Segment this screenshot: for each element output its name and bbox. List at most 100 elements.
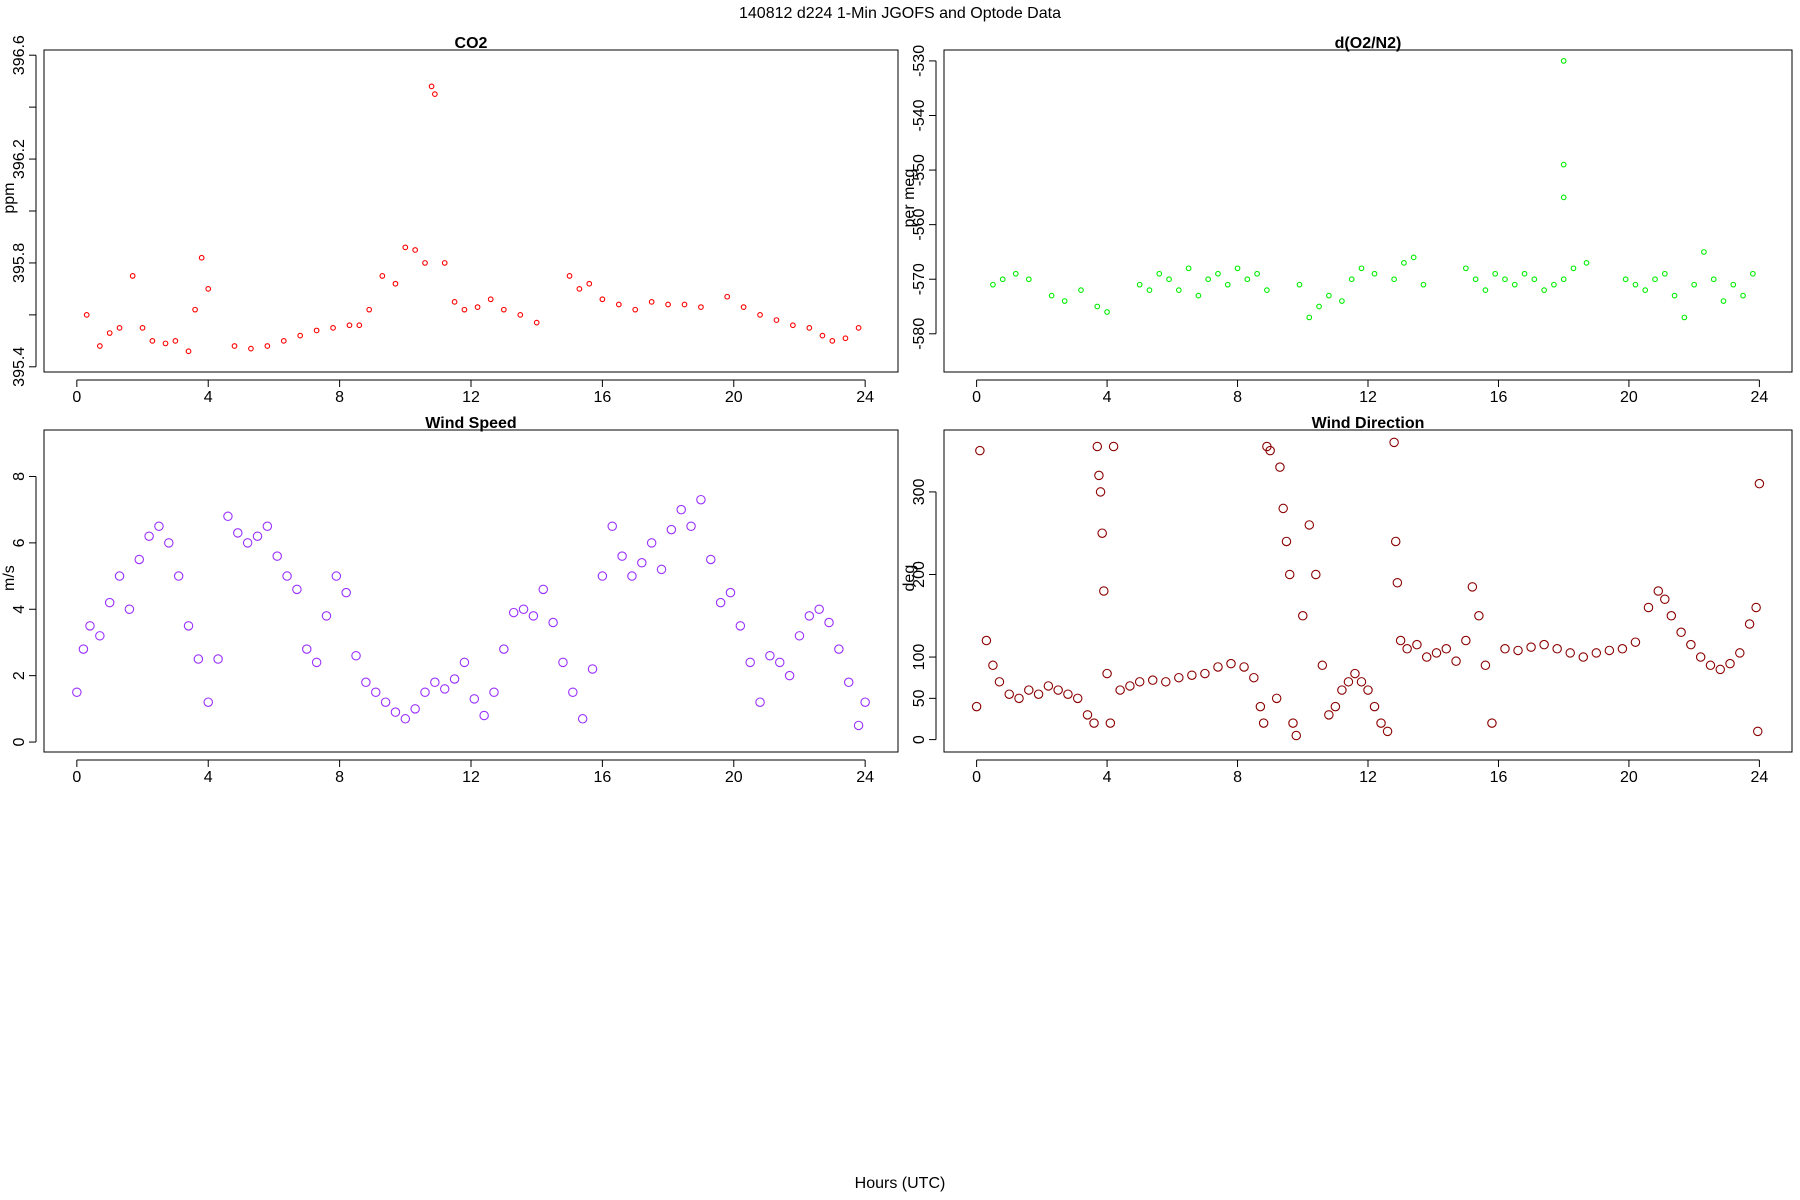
data-point — [1072, 693, 1083, 704]
data-point — [1701, 249, 1707, 255]
data-point — [1604, 645, 1615, 656]
data-point — [430, 677, 440, 688]
data-point — [745, 657, 755, 668]
data-point — [834, 644, 844, 654]
data-point — [1467, 582, 1478, 592]
data-point — [83, 312, 90, 318]
data-point — [1390, 536, 1401, 547]
x-tick-label: 16 — [1490, 769, 1508, 786]
x-tick-label: 16 — [593, 389, 611, 406]
y-tick-label: -530 — [911, 45, 928, 77]
data-point — [183, 621, 194, 631]
data-point — [794, 631, 805, 641]
figure-x-axis-label: Hours (UTC) — [855, 1175, 946, 1192]
data-point — [96, 343, 103, 349]
data-point — [302, 644, 312, 654]
data-point — [474, 304, 481, 310]
data-point — [1750, 270, 1756, 277]
data-points — [72, 494, 870, 731]
data-point — [432, 91, 438, 98]
data-point — [1048, 292, 1055, 299]
data-point — [1089, 718, 1099, 728]
data-point — [72, 687, 82, 697]
data-point — [173, 571, 184, 581]
data-point — [1754, 478, 1765, 489]
data-point — [1326, 292, 1332, 299]
data-point — [637, 558, 647, 568]
y-axis-label: m/s — [1, 565, 18, 591]
data-point — [1136, 281, 1143, 288]
data-point — [248, 345, 254, 352]
data-point — [819, 332, 826, 339]
data-point — [1578, 652, 1589, 662]
data-point — [1480, 660, 1491, 671]
data-point — [116, 324, 123, 331]
data-point — [272, 551, 282, 561]
y-tick-label: 50 — [911, 689, 928, 707]
data-point — [264, 343, 271, 349]
data-point — [149, 337, 156, 344]
data-point — [528, 611, 539, 621]
data-point — [451, 299, 458, 305]
plot-frame — [943, 429, 1793, 753]
data-point — [1244, 276, 1251, 283]
data-point — [1541, 287, 1547, 293]
data-point — [1061, 298, 1068, 304]
data-point — [1392, 577, 1403, 588]
y-tick-label: -570 — [911, 263, 928, 295]
data-point — [1281, 536, 1292, 547]
data-point — [1014, 693, 1024, 704]
data-point — [1175, 287, 1182, 293]
panel-title: Wind Direction — [1312, 415, 1425, 432]
data-point — [568, 687, 578, 697]
data-point — [1271, 693, 1282, 704]
data-point — [1735, 648, 1745, 658]
data-point — [706, 554, 716, 565]
data-point — [775, 657, 785, 668]
data-point — [860, 697, 870, 707]
data-point — [806, 324, 813, 331]
data-point — [459, 657, 470, 668]
data-point — [1348, 276, 1355, 283]
panel-wind-direction: Wind Direction deg 0 4 8 12 16 20 24 0 50 100 200 300 — [901, 415, 1793, 786]
data-point — [1551, 281, 1557, 288]
plot-frame — [943, 49, 1793, 373]
data-point — [1291, 730, 1301, 741]
data-point — [566, 273, 573, 279]
data-point — [1025, 276, 1032, 283]
data-point — [252, 531, 263, 541]
data-point — [1125, 681, 1135, 691]
data-point — [1350, 668, 1360, 679]
data-point — [242, 538, 253, 548]
data-point — [1560, 276, 1567, 283]
y-tick-label: 2 — [11, 671, 28, 680]
data-point — [1410, 254, 1417, 261]
x-tick-label: 4 — [1103, 769, 1112, 786]
data-point — [1356, 677, 1367, 687]
data-point — [1324, 710, 1334, 720]
data-point — [814, 604, 824, 615]
data-point — [1472, 276, 1479, 283]
data-point — [1715, 664, 1725, 675]
data-point — [757, 312, 763, 318]
data-point — [855, 324, 862, 331]
x-tick-label: 12 — [462, 389, 480, 406]
data-point — [124, 604, 135, 615]
y-axis-label: ppm — [1, 183, 18, 214]
data-point — [1265, 445, 1275, 456]
data-point — [1652, 276, 1658, 283]
data-point — [1317, 660, 1328, 671]
data-point — [1215, 270, 1221, 277]
data-point — [1094, 303, 1101, 310]
data-point — [1389, 437, 1399, 448]
data-point — [1063, 689, 1073, 699]
data-point — [231, 343, 238, 349]
panel-co2: CO2 ppm 0 4 8 12 16 20 24 395.4 395.8 396.2 396.6 — [1, 35, 899, 406]
data-point — [1583, 259, 1590, 266]
data-point — [533, 319, 540, 326]
data-point — [439, 684, 450, 694]
data-point — [192, 306, 198, 313]
data-point — [804, 611, 815, 621]
data-point — [1174, 672, 1184, 683]
data-point — [1632, 281, 1639, 288]
